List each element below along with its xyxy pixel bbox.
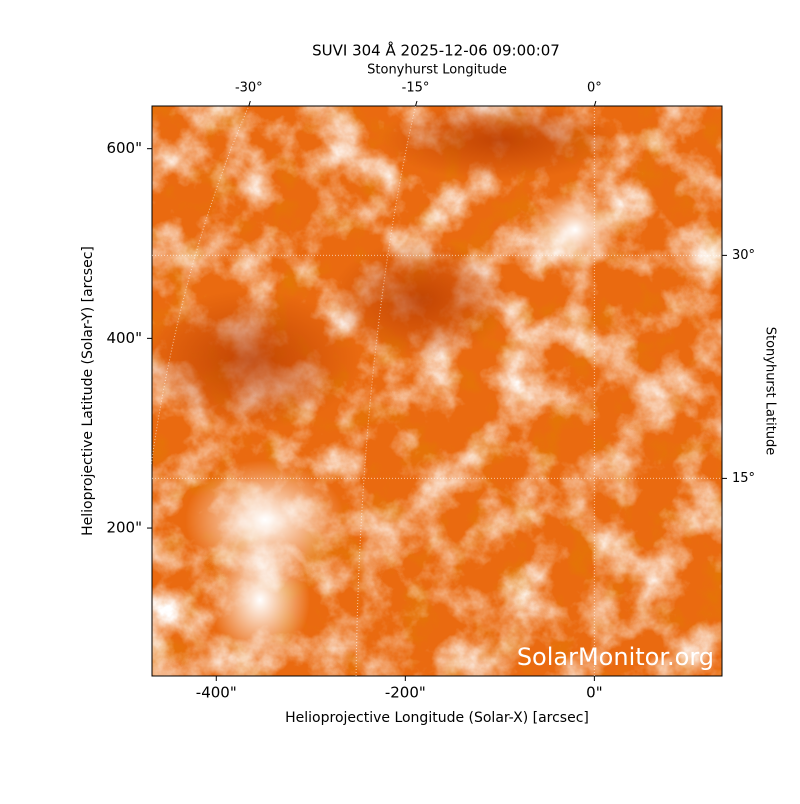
lon-tick-label: -30° <box>235 81 263 96</box>
x-tick-label: -400" <box>196 684 237 702</box>
x-tick-label: -200" <box>385 684 426 702</box>
axes-frame <box>151 105 723 677</box>
y-axis-label: Helioprojective Latitude (Solar-Y) [arcs… <box>80 246 96 536</box>
top-axis-label: Stonyhurst Longitude <box>367 63 507 78</box>
lon-tick-label: -15° <box>402 81 430 96</box>
lat-tick-label: 30° <box>732 248 755 263</box>
lon-tick <box>593 100 597 107</box>
lon-tick <box>248 100 251 107</box>
lon-grid-line <box>355 105 416 677</box>
y-tick-label: 200" <box>106 519 142 537</box>
y-tick-label: 600" <box>106 139 142 157</box>
lat-tick-label: 15° <box>732 471 755 486</box>
lon-grid-line <box>133 105 250 677</box>
chart-title: SUVI 304 Å 2025-12-06 09:00:07 <box>312 41 560 60</box>
lon-tick-label: 0° <box>587 81 602 96</box>
x-axis-label: Helioprojective Longitude (Solar-X) [arc… <box>285 710 589 726</box>
solar-image <box>152 106 722 676</box>
x-tick-label: 0" <box>586 684 602 702</box>
watermark: SolarMonitor.org <box>517 643 714 671</box>
y-tick-label: 400" <box>106 329 142 347</box>
lon-tick <box>415 100 418 107</box>
right-axis-label: Stonyhurst Latitude <box>763 327 778 456</box>
